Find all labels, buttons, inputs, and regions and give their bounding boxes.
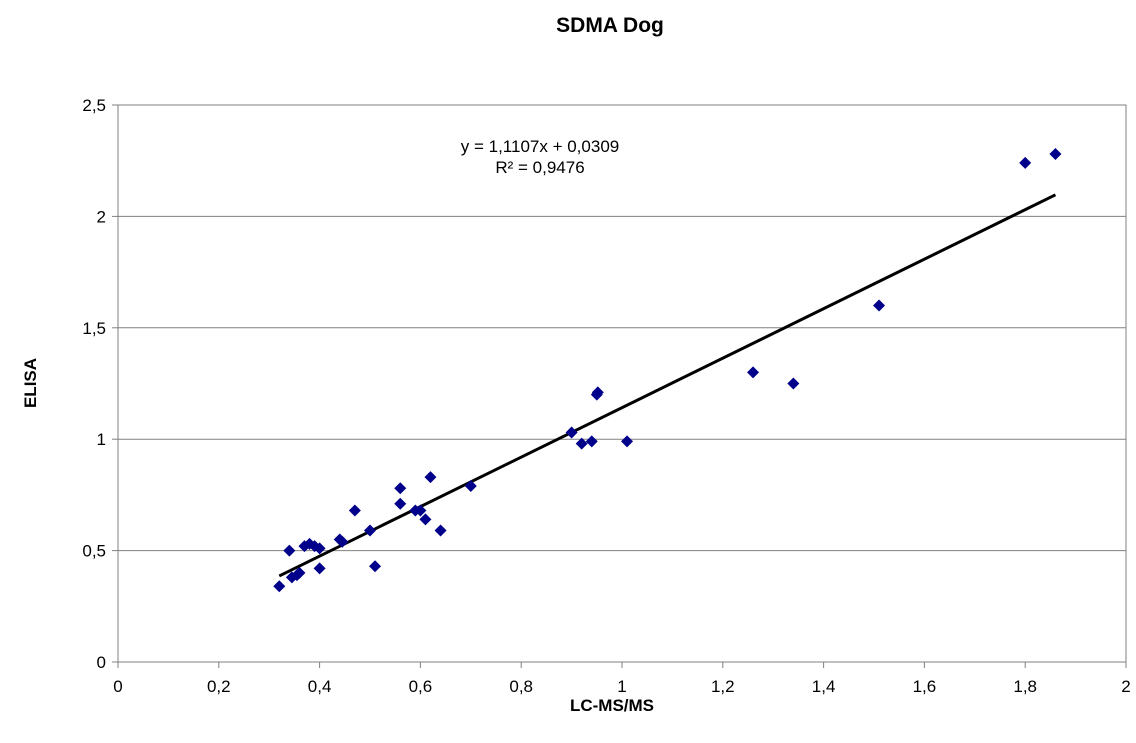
data-point [434,524,447,537]
data-point [787,377,800,390]
y-tick-label: 1 [97,430,106,449]
y-tick-label: 1,5 [82,319,106,338]
data-point [565,426,578,439]
x-tick-label: 1,4 [812,677,836,696]
y-tick-label: 0,5 [82,542,106,561]
data-point [313,542,326,555]
x-tick-label: 0,6 [409,677,433,696]
x-tick-label: 1 [617,677,626,696]
gridlines [118,215,1126,552]
trendline [278,193,1057,578]
x-tick-label: 0,8 [509,677,533,696]
y-tick-label: 0 [97,653,106,672]
data-point [369,560,382,573]
data-point [283,544,296,557]
trendline-r-squared: R² = 0,9476 [495,158,584,177]
data-point [336,535,349,548]
data-point [747,366,760,379]
y-tick-label: 2,5 [82,96,106,115]
x-tick-label: 0 [113,677,122,696]
data-point [873,299,886,312]
data-point [575,437,588,450]
data-point [394,497,407,510]
trendline-equation: y = 1,1107x + 0,0309 [461,137,619,156]
x-tick-label: 1,6 [913,677,937,696]
data-point [464,479,477,492]
plot-area [117,104,1127,663]
x-axis-ticks: 0 0,2 0,4 0,6 0,8 1 1,2 1,4 1,6 1,8 2 [113,662,1131,696]
data-point [273,580,286,593]
data-point [424,471,437,484]
data-point [419,513,432,526]
x-tick-label: 1,8 [1013,677,1037,696]
data-point [1049,148,1062,161]
data-point [313,562,326,575]
x-tick-label: 1,2 [711,677,735,696]
data-point [591,386,604,399]
y-axis-title: ELISA [21,358,40,408]
x-tick-label: 0,2 [207,677,231,696]
y-tick-label: 2 [97,207,106,226]
data-point [1019,156,1032,169]
data-point [585,435,598,448]
data-point [394,482,407,495]
data-point [293,566,306,579]
data-point [348,504,361,517]
data-points [273,148,1062,593]
y-axis-ticks: 0 0,5 1 1,5 2 2,5 [82,96,118,672]
x-axis-title: LC-MS/MS [570,696,654,715]
data-point [414,504,427,517]
x-tick-label: 0,4 [308,677,332,696]
x-tick-label: 2 [1121,677,1130,696]
data-point [364,524,376,537]
data-point [621,435,634,448]
chart-title: SDMA Dog [556,14,664,37]
